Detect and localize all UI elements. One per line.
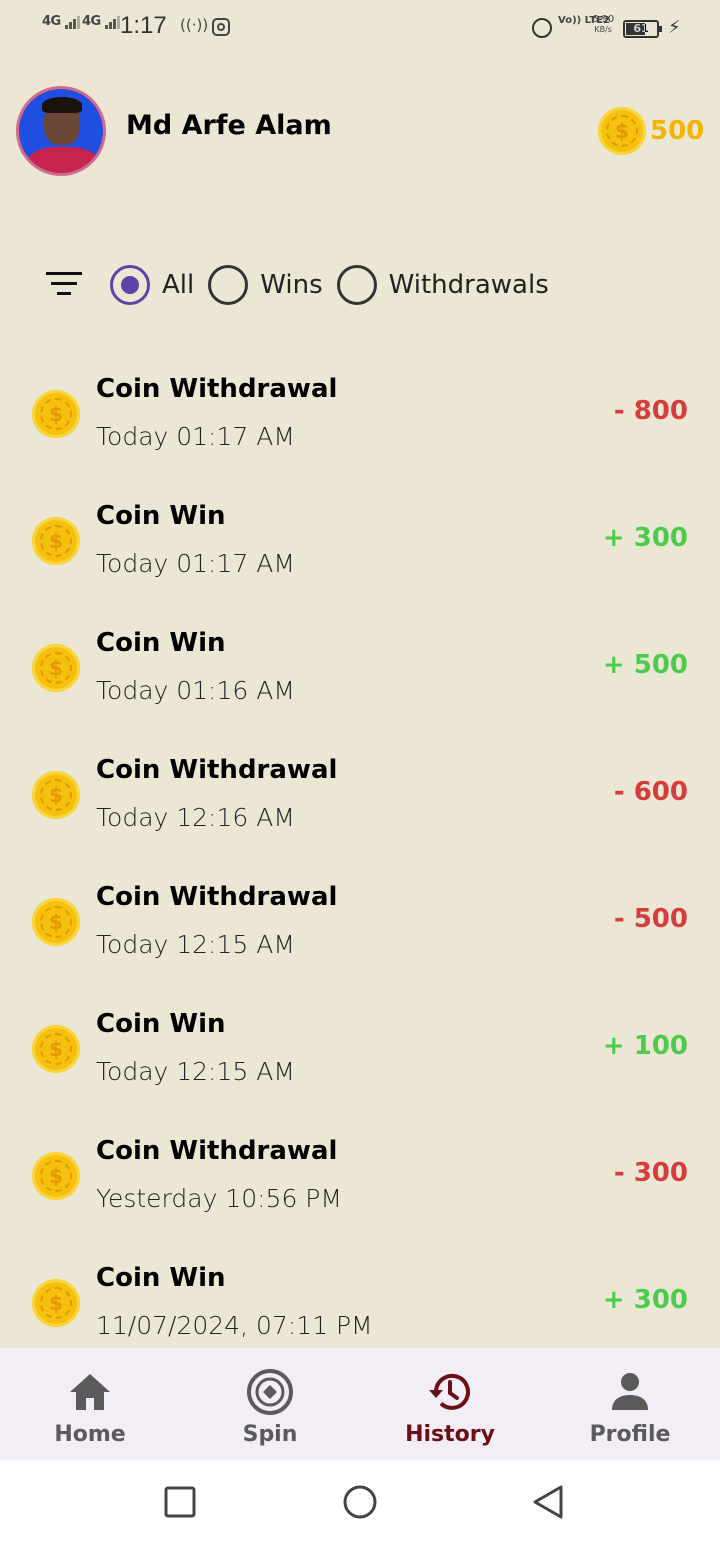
transaction-row[interactable]: $ Coin Win Today 01:16 AM + 500 [0, 614, 720, 741]
coin-icon: $ [32, 517, 80, 565]
radio-selected-icon[interactable] [110, 265, 150, 305]
spin-wheel-icon [247, 1369, 293, 1415]
transaction-amount: + 300 [602, 1285, 688, 1315]
nav-home[interactable]: Home [0, 1348, 180, 1460]
transaction-date: Today 01:17 AM [96, 422, 295, 451]
speed-value: 6.90 [592, 14, 615, 25]
transaction-amount: + 500 [602, 650, 688, 680]
network-type-label: 4G [82, 14, 101, 29]
transaction-amount: - 500 [613, 904, 688, 934]
transaction-title: Coin Win [96, 1263, 226, 1293]
coin-balance: $ 500 [598, 107, 705, 155]
transaction-date: Today 12:15 AM [96, 1057, 295, 1086]
instagram-icon [212, 18, 230, 36]
coin-icon: $ [598, 107, 646, 155]
transaction-title: Coin Withdrawal [96, 1136, 338, 1166]
home-icon [70, 1374, 110, 1410]
transaction-date: Today 01:16 AM [96, 676, 295, 705]
transaction-title: Coin Withdrawal [96, 374, 338, 404]
transaction-title: Coin Win [96, 501, 226, 531]
transaction-row[interactable]: $ Coin Win Today 12:15 AM + 100 [0, 995, 720, 1122]
network-type-label: 4G [42, 14, 61, 29]
transaction-list[interactable]: $ Coin Withdrawal Today 01:17 AM - 800 $… [0, 360, 720, 1348]
transaction-date: Yesterday 10:56 PM [96, 1184, 342, 1213]
avatar[interactable] [16, 86, 106, 176]
person-icon [612, 1373, 648, 1410]
transaction-row[interactable]: $ Coin Withdrawal Yesterday 10:56 PM - 3… [0, 1122, 720, 1249]
transaction-date: Today 12:15 AM [96, 930, 295, 959]
coin-icon: $ [32, 1152, 80, 1200]
transaction-row[interactable]: $ Coin Withdrawal Today 12:16 AM - 600 [0, 741, 720, 868]
clock: 1:17 [120, 12, 167, 39]
transaction-title: Coin Withdrawal [96, 755, 338, 785]
volte-indicator: Vo)) LTE2 [558, 15, 611, 26]
speed-unit: KB/s [594, 25, 612, 34]
transaction-row[interactable]: $ Coin Win Today 01:17 AM + 300 [0, 487, 720, 614]
alarm-icon [532, 18, 552, 38]
history-icon [429, 1373, 470, 1410]
coin-icon: $ [32, 390, 80, 438]
transaction-amount: - 800 [613, 396, 688, 426]
transaction-title: Coin Withdrawal [96, 882, 338, 912]
nav-spin[interactable]: Spin [180, 1348, 360, 1460]
filter-option-label: Wins [260, 270, 323, 300]
transaction-date: Today 12:16 AM [96, 803, 295, 832]
battery-icon: 61 [623, 20, 662, 38]
transaction-date: Today 01:17 AM [96, 549, 295, 578]
bottom-nav: Home Spin History Profile [0, 1348, 720, 1460]
transaction-row[interactable]: $ Coin Withdrawal Today 12:15 AM - 500 [0, 868, 720, 995]
filter-option-label: Withdrawals [388, 270, 549, 300]
filter-option-withdrawals[interactable]: Withdrawals [336, 265, 549, 305]
signal-bars-icon [64, 14, 81, 29]
back-icon[interactable] [530, 1484, 566, 1520]
nav-profile[interactable]: Profile [540, 1348, 720, 1460]
coin-icon: $ [32, 771, 80, 819]
charging-icon: ⚡ [668, 17, 681, 38]
transaction-row[interactable]: $ Coin Withdrawal Today 01:17 AM - 800 [0, 360, 720, 487]
network-signal-2: 4G [82, 14, 121, 29]
transaction-date: 11/07/2024, 07:11 PM [96, 1311, 373, 1340]
nav-history[interactable]: History [360, 1348, 540, 1460]
recent-apps-icon[interactable] [162, 1484, 198, 1520]
nav-label: History [405, 1422, 495, 1447]
system-nav-bar [0, 1460, 720, 1544]
nav-label: Home [54, 1422, 126, 1447]
transaction-row[interactable]: $ Coin Win 11/07/2024, 07:11 PM + 300 [0, 1249, 720, 1348]
transaction-amount: + 300 [602, 523, 688, 553]
radio-unselected-icon[interactable] [336, 265, 377, 305]
nav-label: Spin [242, 1422, 298, 1447]
battery-level: 61 [633, 22, 649, 35]
filter-icon[interactable] [46, 270, 82, 298]
network-speed: 6.90 KB/s [592, 15, 614, 35]
filter-option-all[interactable]: All [110, 265, 194, 305]
filter-radio-group: All Wins Withdrawals [110, 264, 563, 306]
radio-unselected-icon[interactable] [208, 265, 249, 305]
coin-balance-value: 500 [650, 116, 705, 146]
transaction-title: Coin Win [96, 1009, 226, 1039]
network-signal-1: 4G [42, 14, 81, 29]
transaction-title: Coin Win [96, 628, 226, 658]
home-button-icon[interactable] [342, 1484, 378, 1520]
status-bar: 4G 4G 1:17 ((·)) Vo)) LTE2 6.90 KB/s 61 … [0, 0, 720, 56]
coin-icon: $ [32, 1279, 80, 1327]
coin-icon: $ [32, 898, 80, 946]
transaction-amount: - 300 [613, 1158, 688, 1188]
nav-label: Profile [589, 1422, 671, 1447]
signal-bars-icon [104, 14, 121, 29]
coin-icon: $ [32, 644, 80, 692]
filter-option-label: All [162, 270, 195, 300]
user-name: Md Arfe Alam [126, 110, 332, 141]
transaction-amount: - 600 [613, 777, 688, 807]
hotspot-icon: ((·)) [180, 16, 209, 34]
filter-option-wins[interactable]: Wins [208, 265, 323, 305]
transaction-amount: + 100 [602, 1031, 688, 1061]
coin-icon: $ [32, 1025, 80, 1073]
